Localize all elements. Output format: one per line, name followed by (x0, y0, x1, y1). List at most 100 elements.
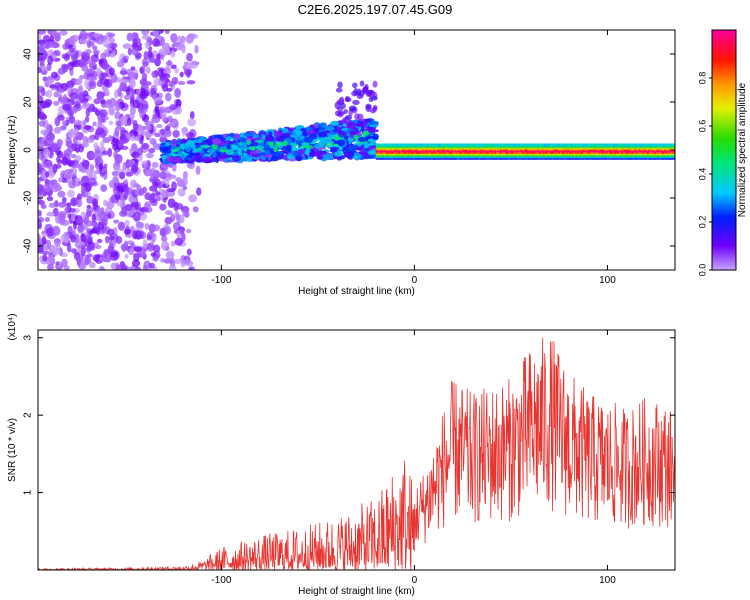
heatmap-cell (98, 221, 107, 227)
heatmap-cell (337, 81, 343, 89)
heatmap-cell (187, 156, 192, 161)
heatmap-cell (117, 87, 122, 97)
heatmap-cell (392, 143, 395, 147)
heatmap-cell (367, 127, 373, 134)
heatmap-cell (49, 30, 57, 36)
heatmap-cell (38, 209, 42, 217)
heatmap-cell (112, 187, 118, 195)
heatmap-cell (44, 216, 50, 222)
heatmap-cell (40, 87, 46, 97)
heatmap-cell (92, 121, 97, 127)
heatmap-cell (129, 88, 135, 98)
heatmap-cell (66, 160, 75, 167)
heatmap-cell (141, 160, 148, 168)
heatmap-cell (136, 184, 142, 191)
heatmap-cell (132, 38, 138, 49)
heatmap-cell (70, 212, 76, 222)
heatmap-cell (329, 146, 340, 151)
heatmap-cell (43, 183, 51, 193)
heatmap-cell (343, 109, 348, 114)
heatmap-cell (88, 261, 96, 269)
heatmap-cell (57, 93, 63, 98)
heatmap-cell (212, 151, 217, 159)
heatmap-cell (151, 38, 161, 47)
heatmap-cell (291, 136, 296, 143)
heatmap-cell (56, 88, 65, 94)
heatmap-cell (38, 39, 46, 46)
heatmap-cell (72, 107, 78, 114)
heatmap-cell (38, 186, 43, 196)
heatmap-cell (126, 32, 133, 42)
heatmap-cell (112, 143, 120, 151)
heatmap-cell (231, 144, 238, 151)
heatmap-cell (75, 218, 84, 225)
heatmap-cell (130, 66, 136, 71)
heatmap-cell (400, 143, 403, 147)
heatmap-cell (45, 89, 53, 98)
heatmap-cell (188, 194, 197, 203)
heatmap-cell (74, 127, 79, 138)
figure-title: C2E6.2025.197.07.45.G09 (297, 2, 453, 17)
heatmap-cell (60, 63, 69, 69)
heatmap-cell (38, 177, 41, 185)
heatmap-cell (84, 79, 91, 89)
heatmap-cell (114, 127, 120, 137)
heatmap-cell (324, 153, 333, 161)
heatmap-cell (109, 242, 114, 248)
heatmap-cell (129, 179, 137, 189)
heatmap-cell (380, 143, 383, 147)
heatmap-cell (139, 90, 149, 100)
heatmap-cell (372, 80, 378, 88)
heatmap-cell (108, 105, 115, 116)
heatmap-cell (161, 235, 168, 242)
heatmap-cell (84, 191, 92, 196)
heatmap-cell (127, 71, 137, 78)
heatmap-cell (165, 156, 175, 163)
heatmap-cell (107, 32, 116, 38)
heatmap-cell (228, 132, 235, 138)
heatmap-cell (86, 195, 94, 204)
heatmap-cell (231, 155, 242, 162)
heatmap-cell (180, 35, 186, 44)
heatmap-cell (185, 132, 195, 138)
heatmap-cell (85, 234, 92, 242)
heatmap-cell (119, 59, 125, 68)
heatmap-cell (62, 94, 68, 103)
heatmap-cell (179, 71, 184, 78)
heatmap-cell (193, 139, 203, 143)
heatmap-cell (120, 78, 129, 83)
heatmap-cell (359, 80, 365, 87)
heatmap-cell (70, 234, 77, 243)
heatmap-cell (185, 68, 191, 78)
heatmap-cell (124, 203, 133, 212)
heatmap-cell (98, 266, 105, 270)
heatmap-cell (308, 153, 317, 157)
heatmap-cell (62, 103, 71, 111)
heatmap-cell (397, 143, 401, 147)
heatmap-cell (61, 258, 68, 268)
heatmap-cell (189, 111, 195, 120)
heatmap-cell (40, 259, 49, 265)
heatmap-cell (393, 143, 396, 147)
heatmap-cell (146, 242, 155, 252)
heatmap-cell (180, 178, 189, 186)
heatmap-cell (142, 264, 147, 270)
heatmap-cell (98, 256, 107, 262)
heatmap-cell (66, 243, 72, 253)
heatmap-cell (116, 120, 122, 130)
heatmap-cell (349, 130, 357, 135)
heatmap-cell (152, 255, 159, 262)
heatmap-cell (95, 156, 102, 164)
heatmap-cell (42, 245, 51, 251)
heatmap-cell (121, 200, 126, 208)
heatmap-cell (88, 80, 97, 90)
heatmap-cell (396, 143, 399, 147)
heatmap-cell (58, 217, 66, 226)
heatmap-cell (86, 39, 92, 49)
heatmap-cell (174, 202, 184, 210)
heatmap-cell (100, 52, 107, 61)
heatmap-cell (92, 65, 97, 71)
heatmap-cell (187, 118, 197, 127)
heatmap-cell (398, 143, 402, 147)
